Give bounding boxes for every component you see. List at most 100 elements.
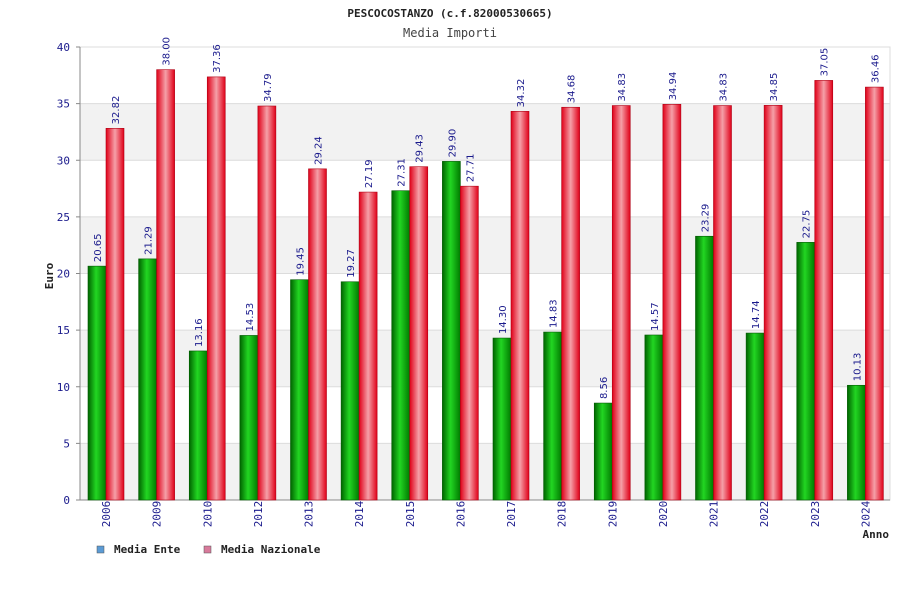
bar-media-ente — [593, 402, 613, 501]
bar-media-nazionale — [409, 166, 429, 501]
x-tick-label: 2023 — [809, 501, 822, 528]
bar-value-label: 14.57 — [650, 302, 661, 331]
bar-value-label: 20.65 — [93, 233, 104, 262]
bar-media-ente — [290, 279, 309, 501]
x-tick-label: 2006 — [100, 501, 113, 528]
x-axis-label: Anno — [863, 528, 890, 541]
bar-value-label: 34.83 — [617, 73, 628, 102]
legend: Media Ente Media Nazionale — [96, 543, 321, 556]
legend-swatch-media-nazionale — [203, 545, 212, 554]
bar-value-label: 36.46 — [870, 54, 881, 83]
bar-value-label: 13.16 — [194, 318, 205, 347]
bar-media-nazionale — [156, 69, 175, 501]
x-tick-label: 2016 — [454, 501, 467, 528]
chart-title: PESCOCOSTANZO (c.f.82000530665) — [347, 7, 552, 20]
bar-media-ente — [492, 337, 512, 501]
bar-media-nazionale — [308, 168, 327, 501]
bar-value-label: 34.32 — [516, 79, 527, 108]
bar-value-label: 14.83 — [549, 299, 560, 328]
legend-swatch-media-ente — [96, 545, 105, 554]
bar-value-label: 34.79 — [263, 73, 274, 102]
x-tick-label: 2014 — [353, 500, 366, 527]
x-tick-label: 2022 — [758, 501, 771, 528]
bar-media-ente — [745, 332, 765, 501]
legend-label-media-nazionale: Media Nazionale — [221, 543, 321, 556]
bar-media-ente — [847, 384, 866, 501]
bar-value-label: 38.00 — [162, 37, 173, 66]
bar-media-ente — [442, 161, 461, 501]
y-tick-label: 10 — [57, 381, 70, 394]
x-tick-label: 2012 — [252, 501, 265, 528]
x-tick-label: 2020 — [657, 501, 670, 528]
x-tick-label: 2018 — [556, 501, 569, 528]
x-tick-label: 2009 — [151, 501, 164, 528]
bar-media-ente — [138, 258, 157, 501]
bar-media-ente — [87, 265, 107, 501]
bar-value-label: 34.68 — [567, 75, 578, 104]
bar-value-label: 19.45 — [296, 247, 307, 276]
y-tick-label: 40 — [57, 41, 70, 54]
bar-media-nazionale — [510, 111, 530, 501]
bar-value-label: 19.27 — [346, 249, 357, 278]
bar-value-label: 34.94 — [668, 72, 679, 101]
y-tick-label: 15 — [57, 324, 70, 337]
bar-media-ente — [543, 331, 562, 501]
bar-value-label: 27.19 — [364, 159, 375, 188]
bar-media-nazionale — [358, 191, 378, 501]
bar-value-label: 8.56 — [599, 377, 610, 399]
bar-labels-group: 20.65 21.29 13.16 14.53 19.45 19.27 27.31 29.90… — [93, 37, 881, 399]
bar-value-label: 29.24 — [314, 136, 325, 165]
x-tick-label: 2024 — [859, 500, 872, 527]
y-tick-label: 35 — [57, 98, 70, 111]
bar-media-nazionale — [105, 128, 125, 501]
chart-subtitle: Media Importi — [403, 26, 497, 40]
y-tick-label: 30 — [57, 154, 70, 167]
bar-media-ente — [796, 242, 816, 501]
bar-value-label: 21.29 — [144, 226, 155, 255]
bar-value-label: 23.29 — [701, 204, 712, 233]
bar-value-label: 32.82 — [111, 96, 122, 125]
bar-value-label: 29.90 — [447, 129, 458, 158]
bar-media-nazionale — [865, 86, 884, 501]
bar-media-nazionale — [662, 104, 682, 501]
x-tick-label: 2017 — [505, 501, 518, 528]
bar-value-label: 37.05 — [820, 48, 831, 77]
y-tick-label: 20 — [57, 268, 70, 281]
bar-media-ente — [644, 334, 664, 501]
bar-media-nazionale — [713, 105, 732, 501]
y-tick-label: 5 — [63, 437, 70, 450]
bar-value-label: 10.13 — [852, 353, 863, 382]
x-axis-ticks: 2006 2009 2010 2012 2013 2014 2015 2016 2017 2018… — [100, 500, 872, 527]
x-tick-label: 2015 — [404, 501, 417, 528]
y-tick-label: 0 — [63, 494, 70, 507]
bar-value-label: 14.30 — [498, 305, 509, 334]
bar-media-nazionale — [763, 105, 783, 501]
bar-media-ente — [695, 235, 714, 501]
y-axis-label: Euro — [43, 262, 56, 289]
bar-media-ente — [239, 335, 259, 501]
x-tick-label: 2021 — [708, 501, 721, 528]
bar-value-label: 22.75 — [802, 210, 813, 239]
bar-media-ente — [340, 281, 360, 501]
bar-value-label: 34.83 — [719, 73, 730, 102]
bar-value-label: 34.85 — [769, 73, 780, 102]
x-tick-label: 2019 — [606, 501, 619, 528]
bars-group — [87, 69, 884, 501]
bar-media-nazionale — [814, 80, 834, 501]
bar-value-label: 14.53 — [245, 303, 256, 332]
x-tick-label: 2013 — [303, 501, 316, 528]
bar-media-nazionale — [206, 76, 226, 501]
x-tick-label: 2010 — [201, 501, 214, 528]
bar-media-nazionale — [257, 105, 277, 501]
bar-value-label: 29.43 — [415, 134, 426, 163]
bar-value-label: 27.71 — [465, 154, 476, 183]
bar-media-nazionale — [561, 106, 580, 501]
legend-label-media-ente: Media Ente — [114, 543, 181, 556]
bar-media-ente — [188, 350, 208, 501]
bar-value-label: 27.31 — [397, 158, 408, 187]
bar-media-nazionale — [611, 105, 631, 501]
bar-value-label: 14.74 — [751, 300, 762, 329]
bar-media-nazionale — [460, 185, 479, 501]
